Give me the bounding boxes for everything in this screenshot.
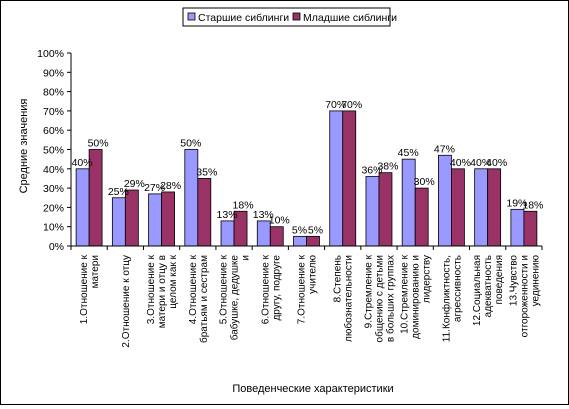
x-tick-label: 9.Стремление кобщению с детьмив больших … <box>363 254 396 342</box>
x-axis: 1.Отношение кматери 2.Отношение к отцу 3.О… <box>70 245 543 348</box>
x-tick-label: 6.Отношение кдругу, подруге <box>260 254 282 324</box>
y-tick-label: 10% <box>43 222 64 234</box>
data-label: 40% <box>450 157 471 169</box>
data-label: 50% <box>88 138 109 150</box>
bar-younger-4 <box>197 178 212 247</box>
bar-older-11 <box>438 154 452 247</box>
bar-older-9 <box>365 176 380 247</box>
bar-older-10 <box>401 158 416 247</box>
x-tick-label: 5.Отношение кбабушке, дедушкеи <box>219 254 252 340</box>
bar-older-2 <box>111 197 126 247</box>
data-label: 70% <box>325 99 346 111</box>
x-tick-label: 1.Отношение кматери <box>79 254 101 324</box>
y-tick-label: 20% <box>43 202 64 214</box>
bar-younger-2 <box>124 189 139 247</box>
data-label: 5% <box>292 224 307 236</box>
x-tick-label: 2.Отношение к отцу <box>121 255 132 348</box>
data-label: 10% <box>269 215 290 227</box>
bar-older-13 <box>510 208 525 247</box>
y-tick-label: 70% <box>43 106 64 118</box>
y-tick-label: 80% <box>43 87 64 99</box>
legend-box <box>182 7 391 27</box>
legend-swatch-younger <box>292 12 301 21</box>
data-label: 36% <box>361 165 382 177</box>
bar-older-7 <box>293 235 307 247</box>
bar-older-5 <box>220 220 235 247</box>
y-axis-title: Средние значения <box>18 99 30 194</box>
data-label: 30% <box>414 176 435 188</box>
data-label: 13% <box>217 209 238 221</box>
bar-younger-9 <box>378 172 393 247</box>
legend-label-older: Старшие сиблинги <box>198 12 289 24</box>
data-label: 27% <box>144 182 165 194</box>
bar-younger-12 <box>487 168 502 247</box>
x-tick-label: 11.Конфликтность,агрессивность <box>440 255 463 342</box>
y-tick-label: 0% <box>49 241 64 253</box>
data-label: 29% <box>124 178 145 190</box>
y-tick-label: 40% <box>43 164 64 176</box>
bar-older-3 <box>148 193 162 247</box>
y-tick-label: 50% <box>43 145 64 157</box>
data-label: 25% <box>108 186 129 198</box>
bar-younger-3 <box>161 191 175 247</box>
data-label: 5% <box>308 224 323 236</box>
data-label: 13% <box>253 209 274 221</box>
data-label: 45% <box>398 147 419 159</box>
legend-label-younger: Младшие сиблинги <box>303 12 397 24</box>
bar-younger-7 <box>306 235 320 247</box>
x-axis-title: Поведенческие характеристики <box>232 383 393 395</box>
x-tick-label: 8.Степеньлюбознательности <box>333 255 355 342</box>
y-tick-label: 100% <box>37 48 64 60</box>
data-label: 18% <box>522 199 543 211</box>
legend: Старшие сиблинги Младшие сиблинги <box>182 7 397 27</box>
x-tick-label: 4.Отношение кбратьям и сестрам <box>188 254 210 343</box>
bar-older-1 <box>75 168 90 247</box>
x-tick-label: 13.Чувствоотгороженности иуединению <box>508 255 541 338</box>
bar-younger-10 <box>414 187 429 247</box>
data-label: 70% <box>341 99 362 111</box>
bar-older-4 <box>184 149 199 247</box>
bars <box>75 110 538 247</box>
bar-older-12 <box>474 168 489 247</box>
y-tick-label: 90% <box>43 67 64 79</box>
x-tick-label: 10.Стремление кдоминированию илидерству <box>400 254 433 338</box>
data-label: 28% <box>160 180 181 192</box>
bar-younger-11 <box>451 168 465 247</box>
legend-swatch-older <box>187 12 196 21</box>
data-label: 35% <box>196 166 217 178</box>
bar-younger-8 <box>342 110 357 247</box>
bar-younger-6 <box>269 226 284 247</box>
data-labels: 40% 25% 27% 50% 13% 13% 5% 70% 36% 45% 47% 40% 19% 50… <box>72 99 544 236</box>
data-label: 40% <box>470 157 491 169</box>
data-label: 50% <box>180 138 201 150</box>
data-label: 40% <box>486 157 507 169</box>
data-label: 47% <box>434 143 455 155</box>
data-label: 18% <box>233 199 254 211</box>
x-tick-label: 3.Отношение кматери и отцу вцелом как к <box>146 254 179 328</box>
bar-younger-13 <box>523 210 538 247</box>
x-tick-label: 12.Социальнаяадекватностьповедения <box>472 255 505 326</box>
y-tick-label: 30% <box>43 183 64 195</box>
y-tick-label: 60% <box>43 125 64 137</box>
bar-older-8 <box>329 110 344 247</box>
data-label: 38% <box>377 161 398 173</box>
data-label: 40% <box>72 157 93 169</box>
x-tick-label: 7.Отношение кучителю <box>297 254 319 324</box>
y-axis: 0% 10% 20% 30% 40% 50% 60% 70% 80% 90% 100% <box>37 48 72 253</box>
data-label: 19% <box>506 197 527 209</box>
